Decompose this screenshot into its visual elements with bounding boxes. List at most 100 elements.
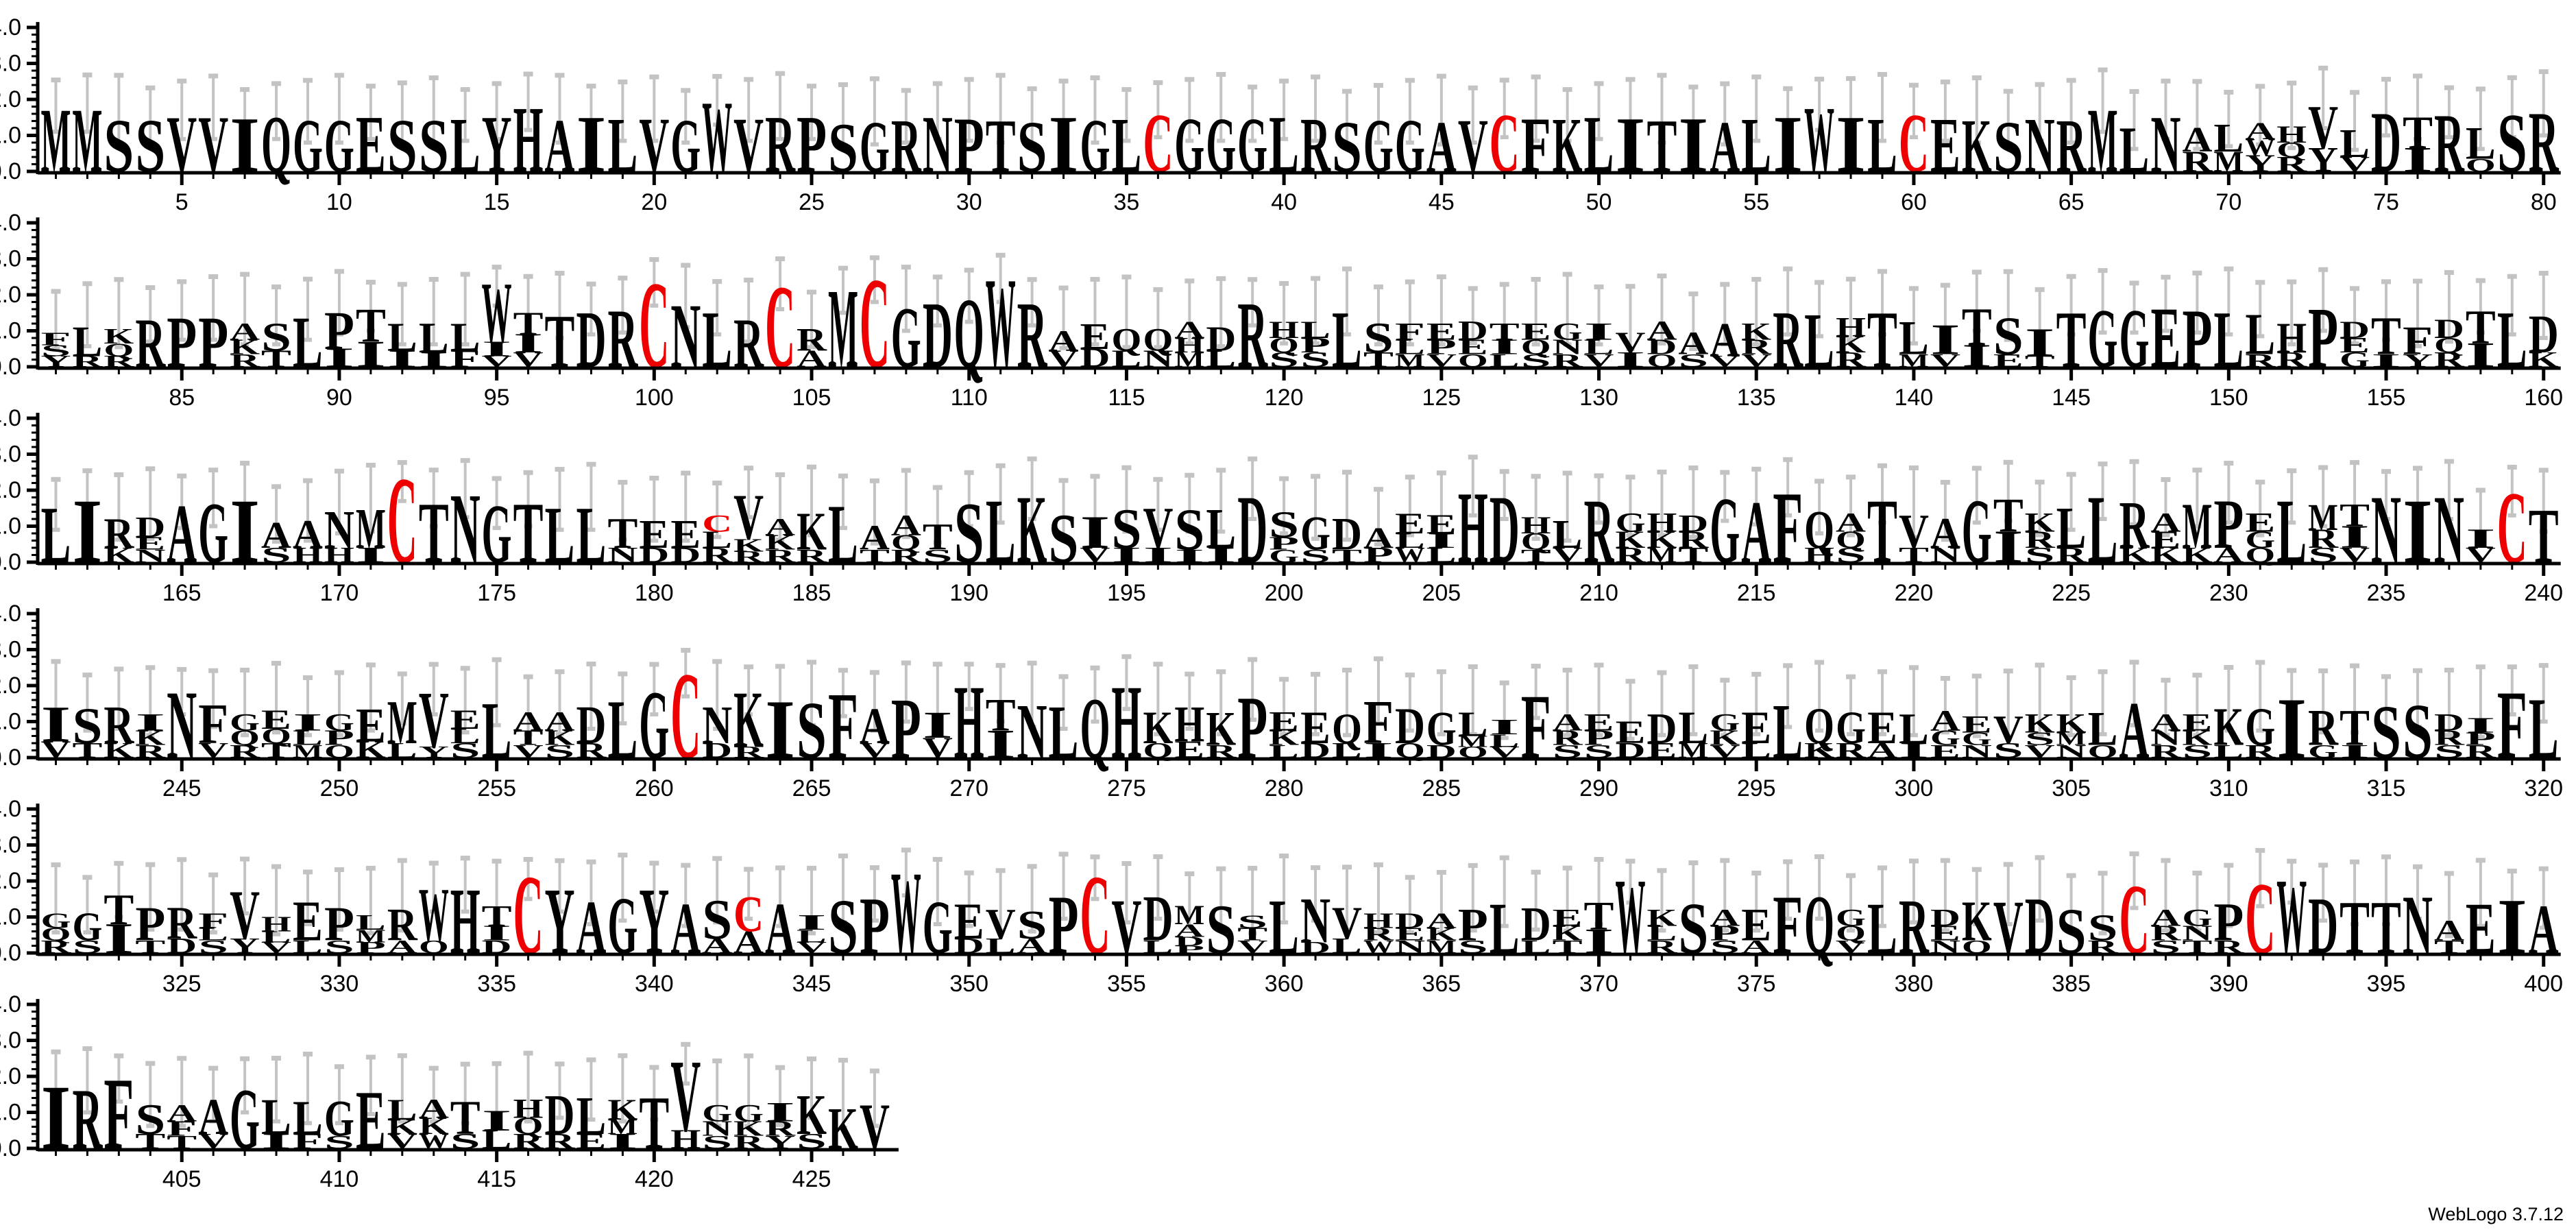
- x-tick-label: 325: [162, 971, 202, 997]
- residue-letter: E: [1867, 703, 1897, 753]
- y-tick-label: 4.0: [0, 14, 21, 40]
- error-bars: [51, 847, 2549, 939]
- x-tick-label: 220: [1895, 580, 1934, 606]
- residue-stack-117: MHA: [1174, 316, 1204, 372]
- error-bars: [51, 65, 2549, 152]
- x-tick-label: 260: [635, 775, 674, 801]
- residue-stack-231: QGE: [2245, 507, 2275, 567]
- residue-letter: D: [1458, 316, 1488, 346]
- residue-stack-142: IT: [1962, 297, 1992, 374]
- y-tick-label: 2.0: [0, 868, 21, 894]
- residue-stack-282: LQ: [1332, 705, 1362, 762]
- residue-letter: K: [1269, 725, 1299, 749]
- residue-letter: F: [167, 1117, 197, 1141]
- y-tick-label: 4.0: [0, 405, 21, 431]
- residue-stack-382: QK: [1962, 891, 1992, 957]
- y-tick-label: 2.0: [0, 282, 21, 308]
- residue-stack-303: SV: [1993, 708, 2024, 763]
- x-tick-label: 360: [1265, 971, 1304, 997]
- residue-letter: S: [1111, 497, 1141, 560]
- residue-stack-372: RLK: [1647, 905, 1677, 958]
- residue-letter: S: [72, 697, 102, 755]
- residue-letter: H: [1269, 317, 1299, 343]
- x-tick-label: 295: [1737, 775, 1776, 801]
- residue-stack-127: LIT: [1490, 319, 1520, 371]
- residue-letter: E: [639, 511, 669, 557]
- residue-stack-330: SP: [324, 897, 354, 957]
- residue-stack-250: QPG: [324, 710, 354, 762]
- y-tick-label: 1.0: [0, 123, 21, 149]
- residue-letter: G: [1930, 725, 1960, 749]
- axes: 0.0 1.0 2.0 3.0 4.0 325 330 335 340 345 350 355 360 3…: [0, 796, 2563, 997]
- x-tick-label: 65: [2058, 189, 2085, 215]
- residue-stack-418: EL: [576, 1085, 606, 1153]
- residue-letter: A: [419, 1094, 449, 1124]
- y-tick-label: 3.0: [0, 51, 21, 77]
- residue-stack-363: WRH: [1363, 908, 1394, 957]
- residue-stack-228: KEA: [2150, 508, 2180, 567]
- residue-letter: A: [1426, 909, 1457, 933]
- residue-letter: D: [1647, 335, 1677, 359]
- residue-letter: Q: [41, 923, 71, 945]
- residue-letter: P: [135, 897, 165, 952]
- residue-stack-381: NED: [1930, 904, 1960, 957]
- residue-stack-204: WLE: [1395, 507, 1425, 568]
- residue-letter: A: [167, 1100, 197, 1126]
- residue-stack-352: AS: [1017, 903, 1047, 958]
- x-tick-label: 245: [162, 775, 202, 801]
- residue-letter: L: [261, 928, 291, 945]
- residue-letter: Q: [1521, 529, 1551, 555]
- residue-letter: L: [2245, 301, 2275, 367]
- residue-letter: R: [104, 695, 134, 756]
- residue-stack-130: VLI: [1584, 318, 1614, 371]
- residue-letter: K: [2025, 507, 2055, 538]
- residue-stack-151: RL: [2245, 301, 2276, 372]
- residue-letter: K: [1836, 331, 1866, 358]
- residue-letter: A: [1553, 709, 1583, 736]
- residue-stack-180: DE: [639, 511, 669, 567]
- residue-letter: A: [1678, 325, 1709, 361]
- residue-stack-242: TS: [72, 697, 102, 763]
- residue-letter: K: [797, 1084, 827, 1146]
- residue-letter: P: [324, 726, 354, 750]
- residue-stack-125: VPE: [1426, 319, 1457, 372]
- residue-stack-230: AP: [2213, 485, 2244, 567]
- residue-stack-299: AE: [1867, 703, 1897, 762]
- residue-letter: I: [1490, 335, 1520, 359]
- x-tick-label: 110: [951, 385, 988, 411]
- residue-letter: E: [1930, 921, 1960, 945]
- residue-letter: G: [702, 1100, 732, 1127]
- residue-stack-95: VIW: [482, 264, 512, 370]
- x-tick-label: 80: [2531, 189, 2557, 215]
- residue-letter: M: [356, 926, 386, 946]
- residue-letter: E: [1426, 319, 1457, 346]
- x-tick-label: 240: [2524, 580, 2563, 606]
- residue-stack-280: LKE: [1269, 707, 1299, 762]
- residue-stack-297: KQ: [1804, 698, 1834, 762]
- y-tick-label: 3.0: [0, 246, 21, 272]
- residue-letter: P: [2466, 728, 2496, 749]
- residue-letter: V: [1899, 505, 1929, 559]
- residue-letter: T: [986, 690, 1016, 741]
- residue-letter: S: [2025, 728, 2055, 749]
- x-tick-label: 340: [635, 971, 674, 997]
- residue-letter: E: [1616, 715, 1646, 751]
- residue-letter: D: [1395, 909, 1425, 933]
- residue-letter: R: [167, 897, 197, 949]
- residue-stack-185: RK: [797, 501, 827, 566]
- x-tick-label: 40: [1271, 189, 1297, 215]
- residue-letter: E: [2340, 333, 2370, 357]
- residue-stack-366: SP: [1458, 900, 1488, 958]
- residue-stack-284: QD: [1395, 697, 1425, 762]
- residue-letter: S: [1269, 503, 1299, 546]
- residue-stack-386: RS: [2088, 906, 2119, 958]
- y-tick-label: 1.0: [0, 514, 21, 540]
- residue-stack-71: YWA: [2245, 117, 2275, 177]
- residue-stack-91: IT: [356, 298, 386, 376]
- residue-stack-375: AE: [1741, 900, 1771, 958]
- x-tick-label: 95: [484, 385, 510, 411]
- residue-letter: E: [2182, 710, 2212, 736]
